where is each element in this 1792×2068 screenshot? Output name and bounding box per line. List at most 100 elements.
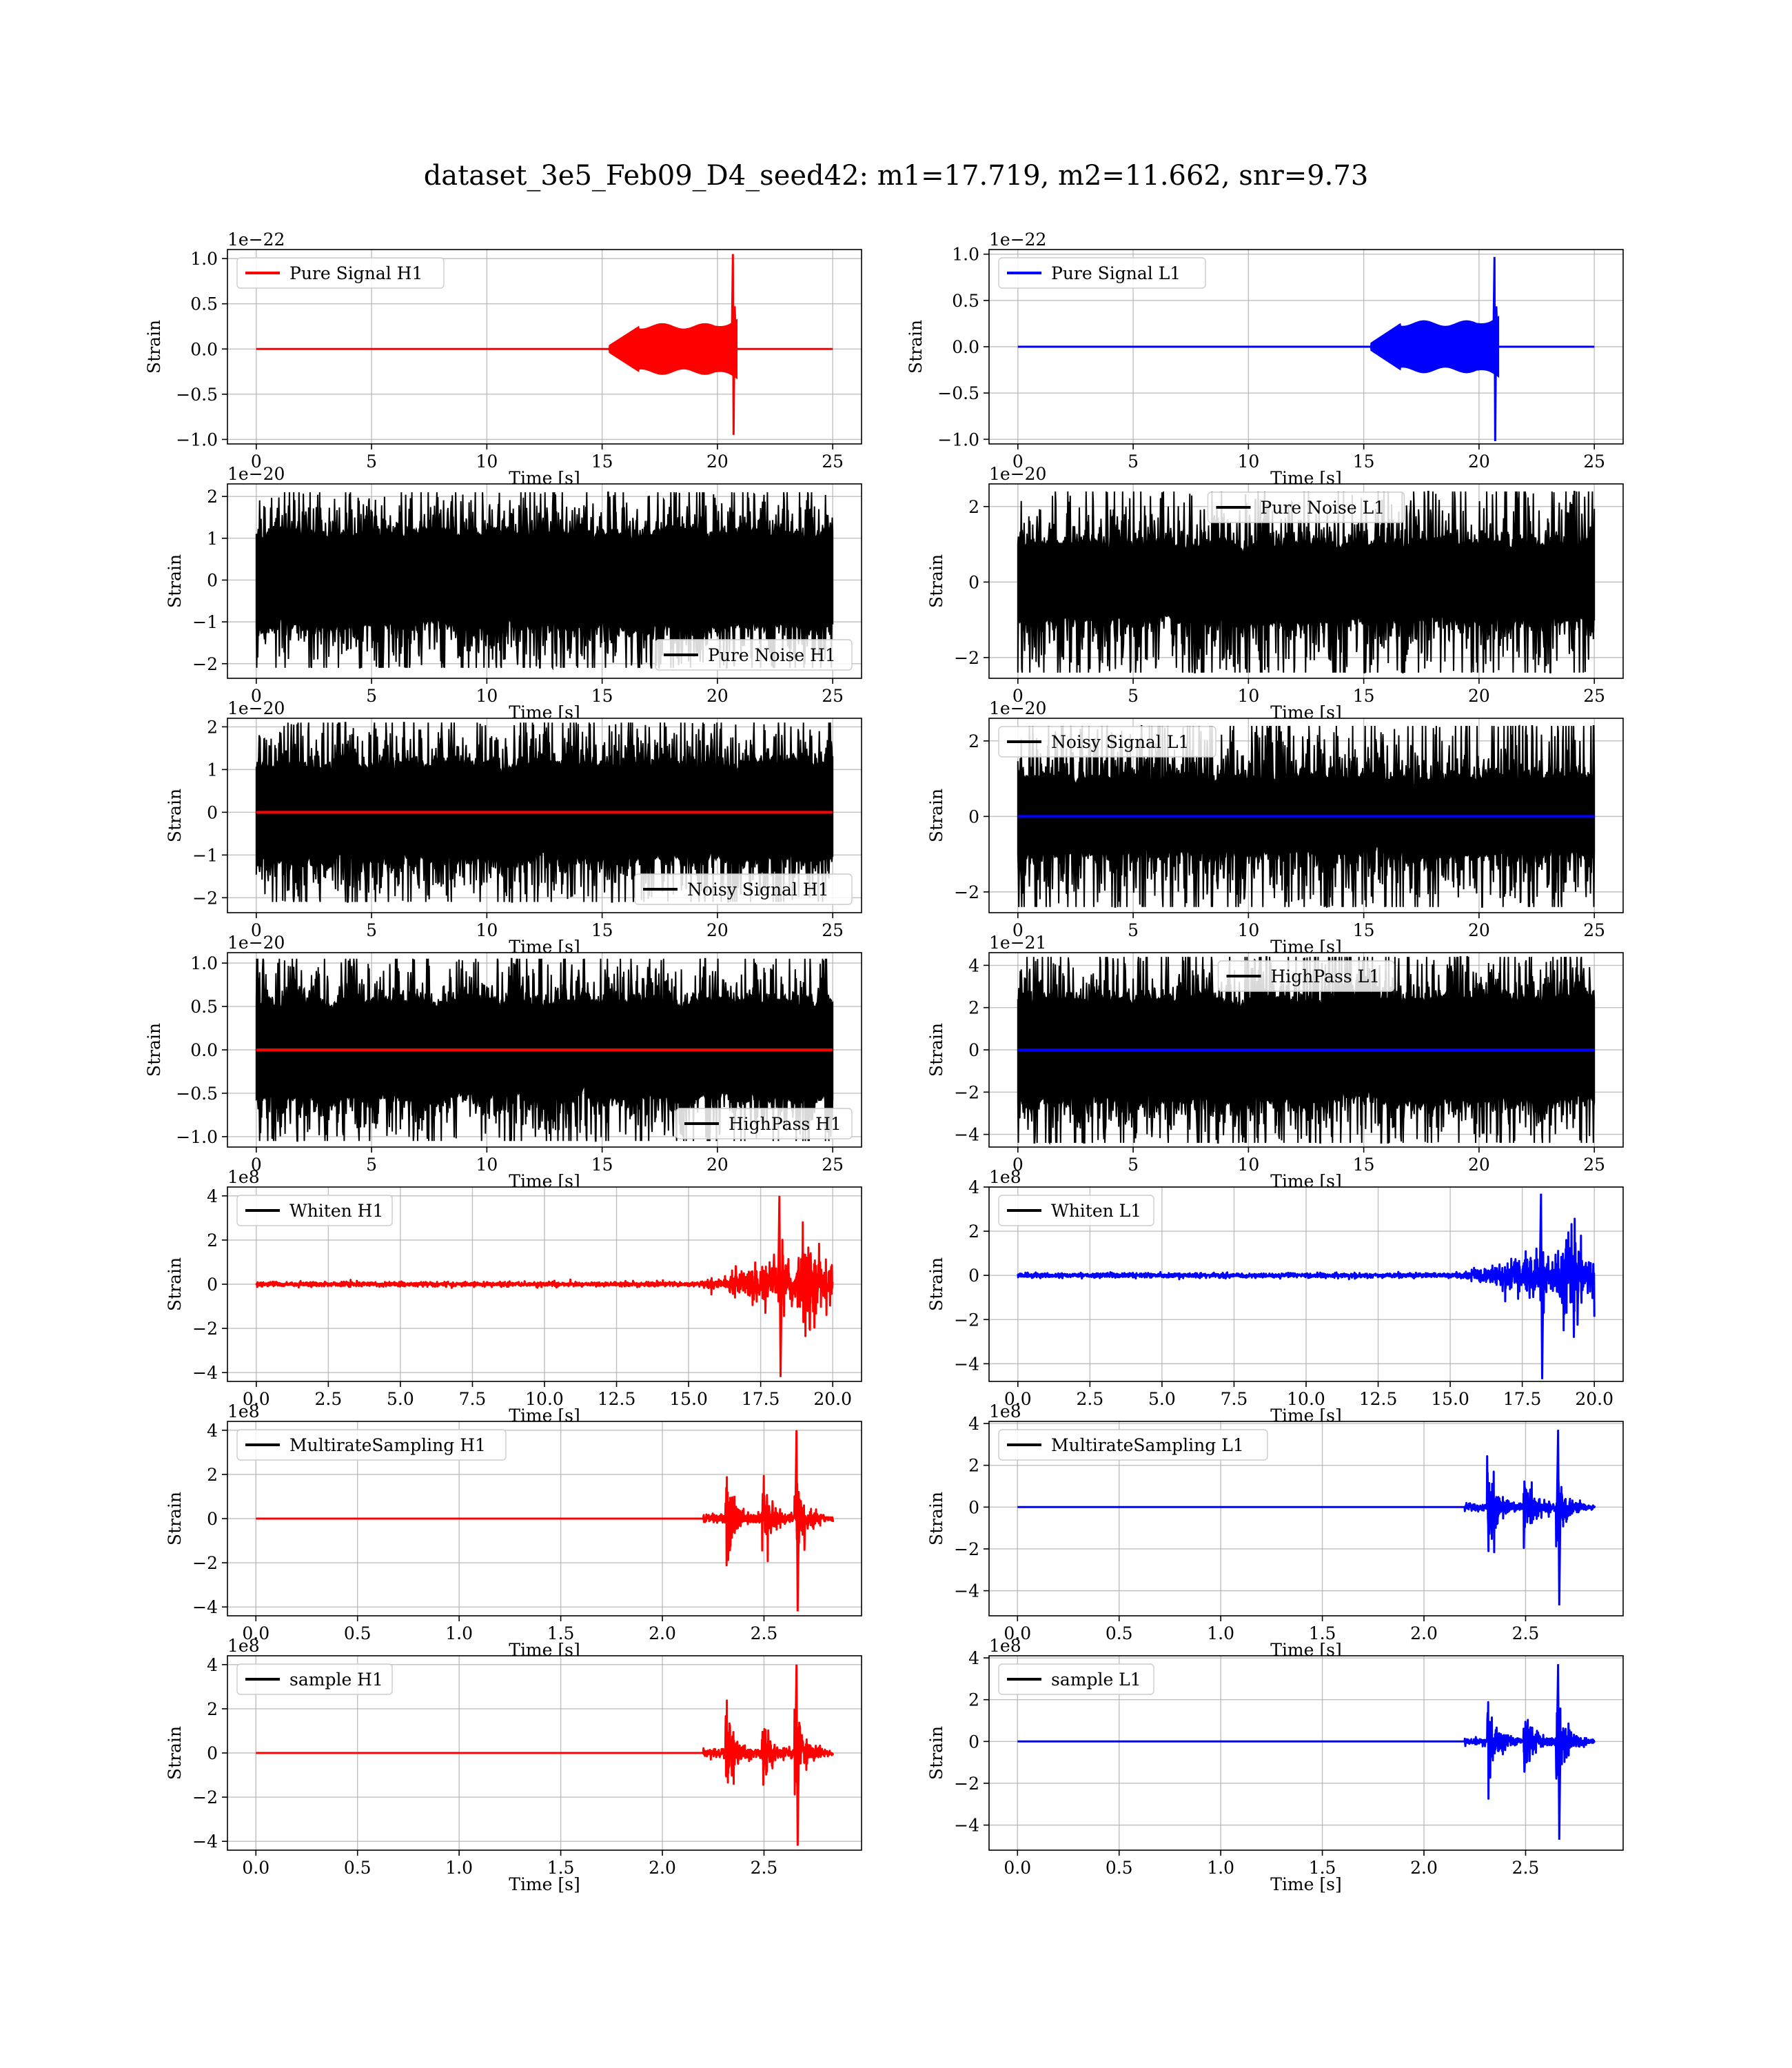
y-tick-label: −2 xyxy=(192,888,218,908)
series-sample-h1 xyxy=(255,1699,835,1796)
series-sample-l1-spike xyxy=(1556,1664,1562,1840)
legend-frame xyxy=(634,873,853,905)
y-axis-label: Strain xyxy=(926,1726,946,1780)
subplot-whiten-h1: 0.0 2.5 5.0 7.5 10.0 12.5 15.0 17.5 20.0−4−2024T… xyxy=(165,1167,862,1426)
x-tick-label: 10.0 xyxy=(525,1389,564,1409)
x-tick-label: 20 xyxy=(706,452,729,472)
x-tick-label: 5 xyxy=(1128,1155,1139,1175)
series-whiten-h1-spike xyxy=(777,1195,783,1377)
legend-label: Pure Noise L1 xyxy=(1261,498,1385,518)
x-tick-label: 25 xyxy=(822,1155,844,1175)
x-tick-label: 5 xyxy=(366,452,377,472)
series-whiten-l1 xyxy=(1017,1217,1596,1338)
subplot-sample-l1: 0.0 0.5 1.0 1.5 2.0 2.5 −4 −2 0 2 4 Time [s] Strain 1… xyxy=(926,1636,1624,1894)
y-tick-label: 0 xyxy=(968,1266,979,1286)
legend: Pure Signal H1 xyxy=(236,257,445,289)
legend-frame xyxy=(998,257,1206,289)
y-tick-label: −1 xyxy=(192,612,218,632)
offset-label: 1e8 xyxy=(989,1636,1021,1656)
x-tick-label: 0 xyxy=(1012,452,1024,472)
x-tick-label: 15 xyxy=(1353,920,1375,940)
legend-frame xyxy=(1207,491,1405,523)
series-whiten-l1-spike xyxy=(1538,1193,1545,1379)
legend-frame xyxy=(236,1429,507,1461)
y-tick-label: 2 xyxy=(207,1230,218,1250)
x-tick-label: 10 xyxy=(1237,1155,1259,1175)
legend: Whiten H1 xyxy=(236,1195,393,1226)
x-tick-label: 15 xyxy=(1353,686,1375,706)
x-tick-label: 7.5 xyxy=(1221,1389,1248,1409)
y-tick-label: 0.0 xyxy=(190,339,218,359)
x-tick-label: 15 xyxy=(591,920,613,940)
y-axis-label: Strain xyxy=(165,1257,185,1311)
data-layer xyxy=(1017,1664,1596,1840)
legend-frame xyxy=(655,639,853,671)
x-tick-label: 10 xyxy=(476,1155,498,1175)
legend-label: HighPass L1 xyxy=(1271,966,1381,986)
series-pure-signal-l1-merger xyxy=(1492,256,1499,441)
offset-label: 1e8 xyxy=(989,1167,1021,1187)
y-tick-label: 0 xyxy=(207,1275,218,1295)
axes-frame xyxy=(988,483,1624,679)
series-pure-signal-h1 xyxy=(573,318,738,380)
y-tick-label: 2 xyxy=(968,497,979,517)
y-tick-label: 2 xyxy=(207,717,218,737)
subplot-sample-h1: 0.0 0.5 1.0 1.5 2.0 2.5 −4 −2 0 2 4 Time [s] Strain 1… xyxy=(165,1636,862,1894)
x-tick-label: 0.5 xyxy=(344,1623,371,1643)
data-layer xyxy=(1017,956,1596,1146)
offset-label: 1e8 xyxy=(227,1167,260,1187)
x-tick-label: 0.0 xyxy=(242,1858,269,1878)
y-tick-label: 0.5 xyxy=(952,291,979,311)
x-tick-label: 12.5 xyxy=(598,1389,636,1409)
offset-label: 1e−20 xyxy=(227,698,285,718)
y-tick-label: 0.5 xyxy=(190,294,218,314)
x-tick-label: 15 xyxy=(591,686,613,706)
x-tick-label: 0.0 xyxy=(1004,1623,1031,1643)
x-tick-label: 10 xyxy=(476,452,498,472)
x-tick-label: 25 xyxy=(1583,1155,1605,1175)
series-pure-noise-l1 xyxy=(1017,491,1596,673)
legend: sample L1 xyxy=(998,1663,1154,1695)
data-layer xyxy=(255,957,834,1142)
legend-label: Noisy Signal H1 xyxy=(687,880,829,900)
legend-frame xyxy=(998,1663,1154,1695)
x-tick-label: 25 xyxy=(1583,686,1605,706)
x-tick-label: 17.5 xyxy=(742,1389,780,1409)
x-tick-label: 25 xyxy=(822,452,844,472)
y-tick-label: 0.0 xyxy=(952,337,979,357)
x-tick-label: 20 xyxy=(1468,452,1490,472)
y-axis-label: Strain xyxy=(926,1257,946,1311)
y-tick-label: 0 xyxy=(968,1040,979,1060)
legend: Pure Noise L1 xyxy=(1207,491,1405,523)
legend-label: Noisy Signal L1 xyxy=(1051,732,1189,752)
series-multiratesampling-h1-spike xyxy=(794,1430,800,1612)
x-tick-label: 0.5 xyxy=(344,1858,371,1878)
x-tick-label: 2.5 xyxy=(1512,1858,1540,1878)
y-tick-label: −2 xyxy=(192,1787,218,1807)
y-tick-label: 4 xyxy=(968,1414,979,1434)
offset-label: 1e−20 xyxy=(989,698,1046,718)
y-tick-label: −4 xyxy=(192,1597,218,1617)
x-tick-label: 5.0 xyxy=(387,1389,414,1409)
y-tick-label: 0 xyxy=(207,802,218,822)
x-tick-label: 1.0 xyxy=(1207,1623,1234,1643)
y-tick-label: −0.5 xyxy=(176,1084,218,1104)
y-tick-label: 0 xyxy=(968,572,979,592)
x-tick-label: 0.0 xyxy=(1004,1389,1032,1409)
y-tick-label: −2 xyxy=(954,1774,979,1794)
y-tick-label: −1 xyxy=(192,845,218,865)
legend: sample H1 xyxy=(236,1663,393,1695)
x-tick-label: 2.0 xyxy=(1410,1858,1438,1878)
y-tick-label: −4 xyxy=(954,1125,979,1145)
x-tick-label: 2.0 xyxy=(1410,1623,1438,1643)
legend-label: Whiten L1 xyxy=(1051,1201,1141,1221)
series-multiratesampling-l1 xyxy=(1017,1455,1596,1554)
x-tick-label: 0.5 xyxy=(1106,1623,1133,1643)
y-tick-label: 2 xyxy=(968,731,979,751)
legend-label: sample L1 xyxy=(1051,1670,1141,1690)
y-axis-label: Strain xyxy=(926,554,946,608)
figure-title: dataset_3e5_Feb09_D4_seed42: m1=17.719, … xyxy=(424,160,1369,192)
